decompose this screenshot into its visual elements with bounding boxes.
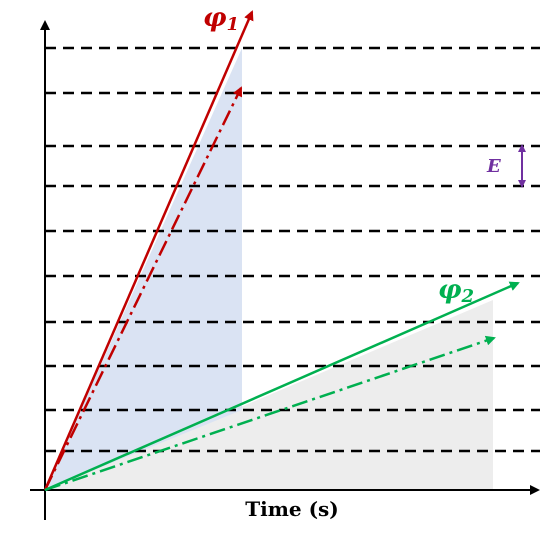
phi2-subscript: 2 bbox=[461, 286, 475, 307]
phi2-symbol: φ bbox=[438, 275, 462, 305]
phi1-label: φ1 bbox=[203, 3, 239, 35]
phi1-subscript: 1 bbox=[227, 14, 240, 35]
x-axis-label: Time (s) bbox=[245, 497, 339, 521]
phi1-solid-line bbox=[43, 10, 254, 491]
energy-label: E bbox=[486, 156, 501, 177]
phi2-solid-line bbox=[44, 281, 520, 492]
phi1-symbol: φ bbox=[203, 3, 227, 33]
phi2-dashdot-line bbox=[44, 335, 496, 492]
phi2-label: φ2 bbox=[438, 275, 474, 307]
phi1-shaded-region bbox=[45, 48, 242, 490]
